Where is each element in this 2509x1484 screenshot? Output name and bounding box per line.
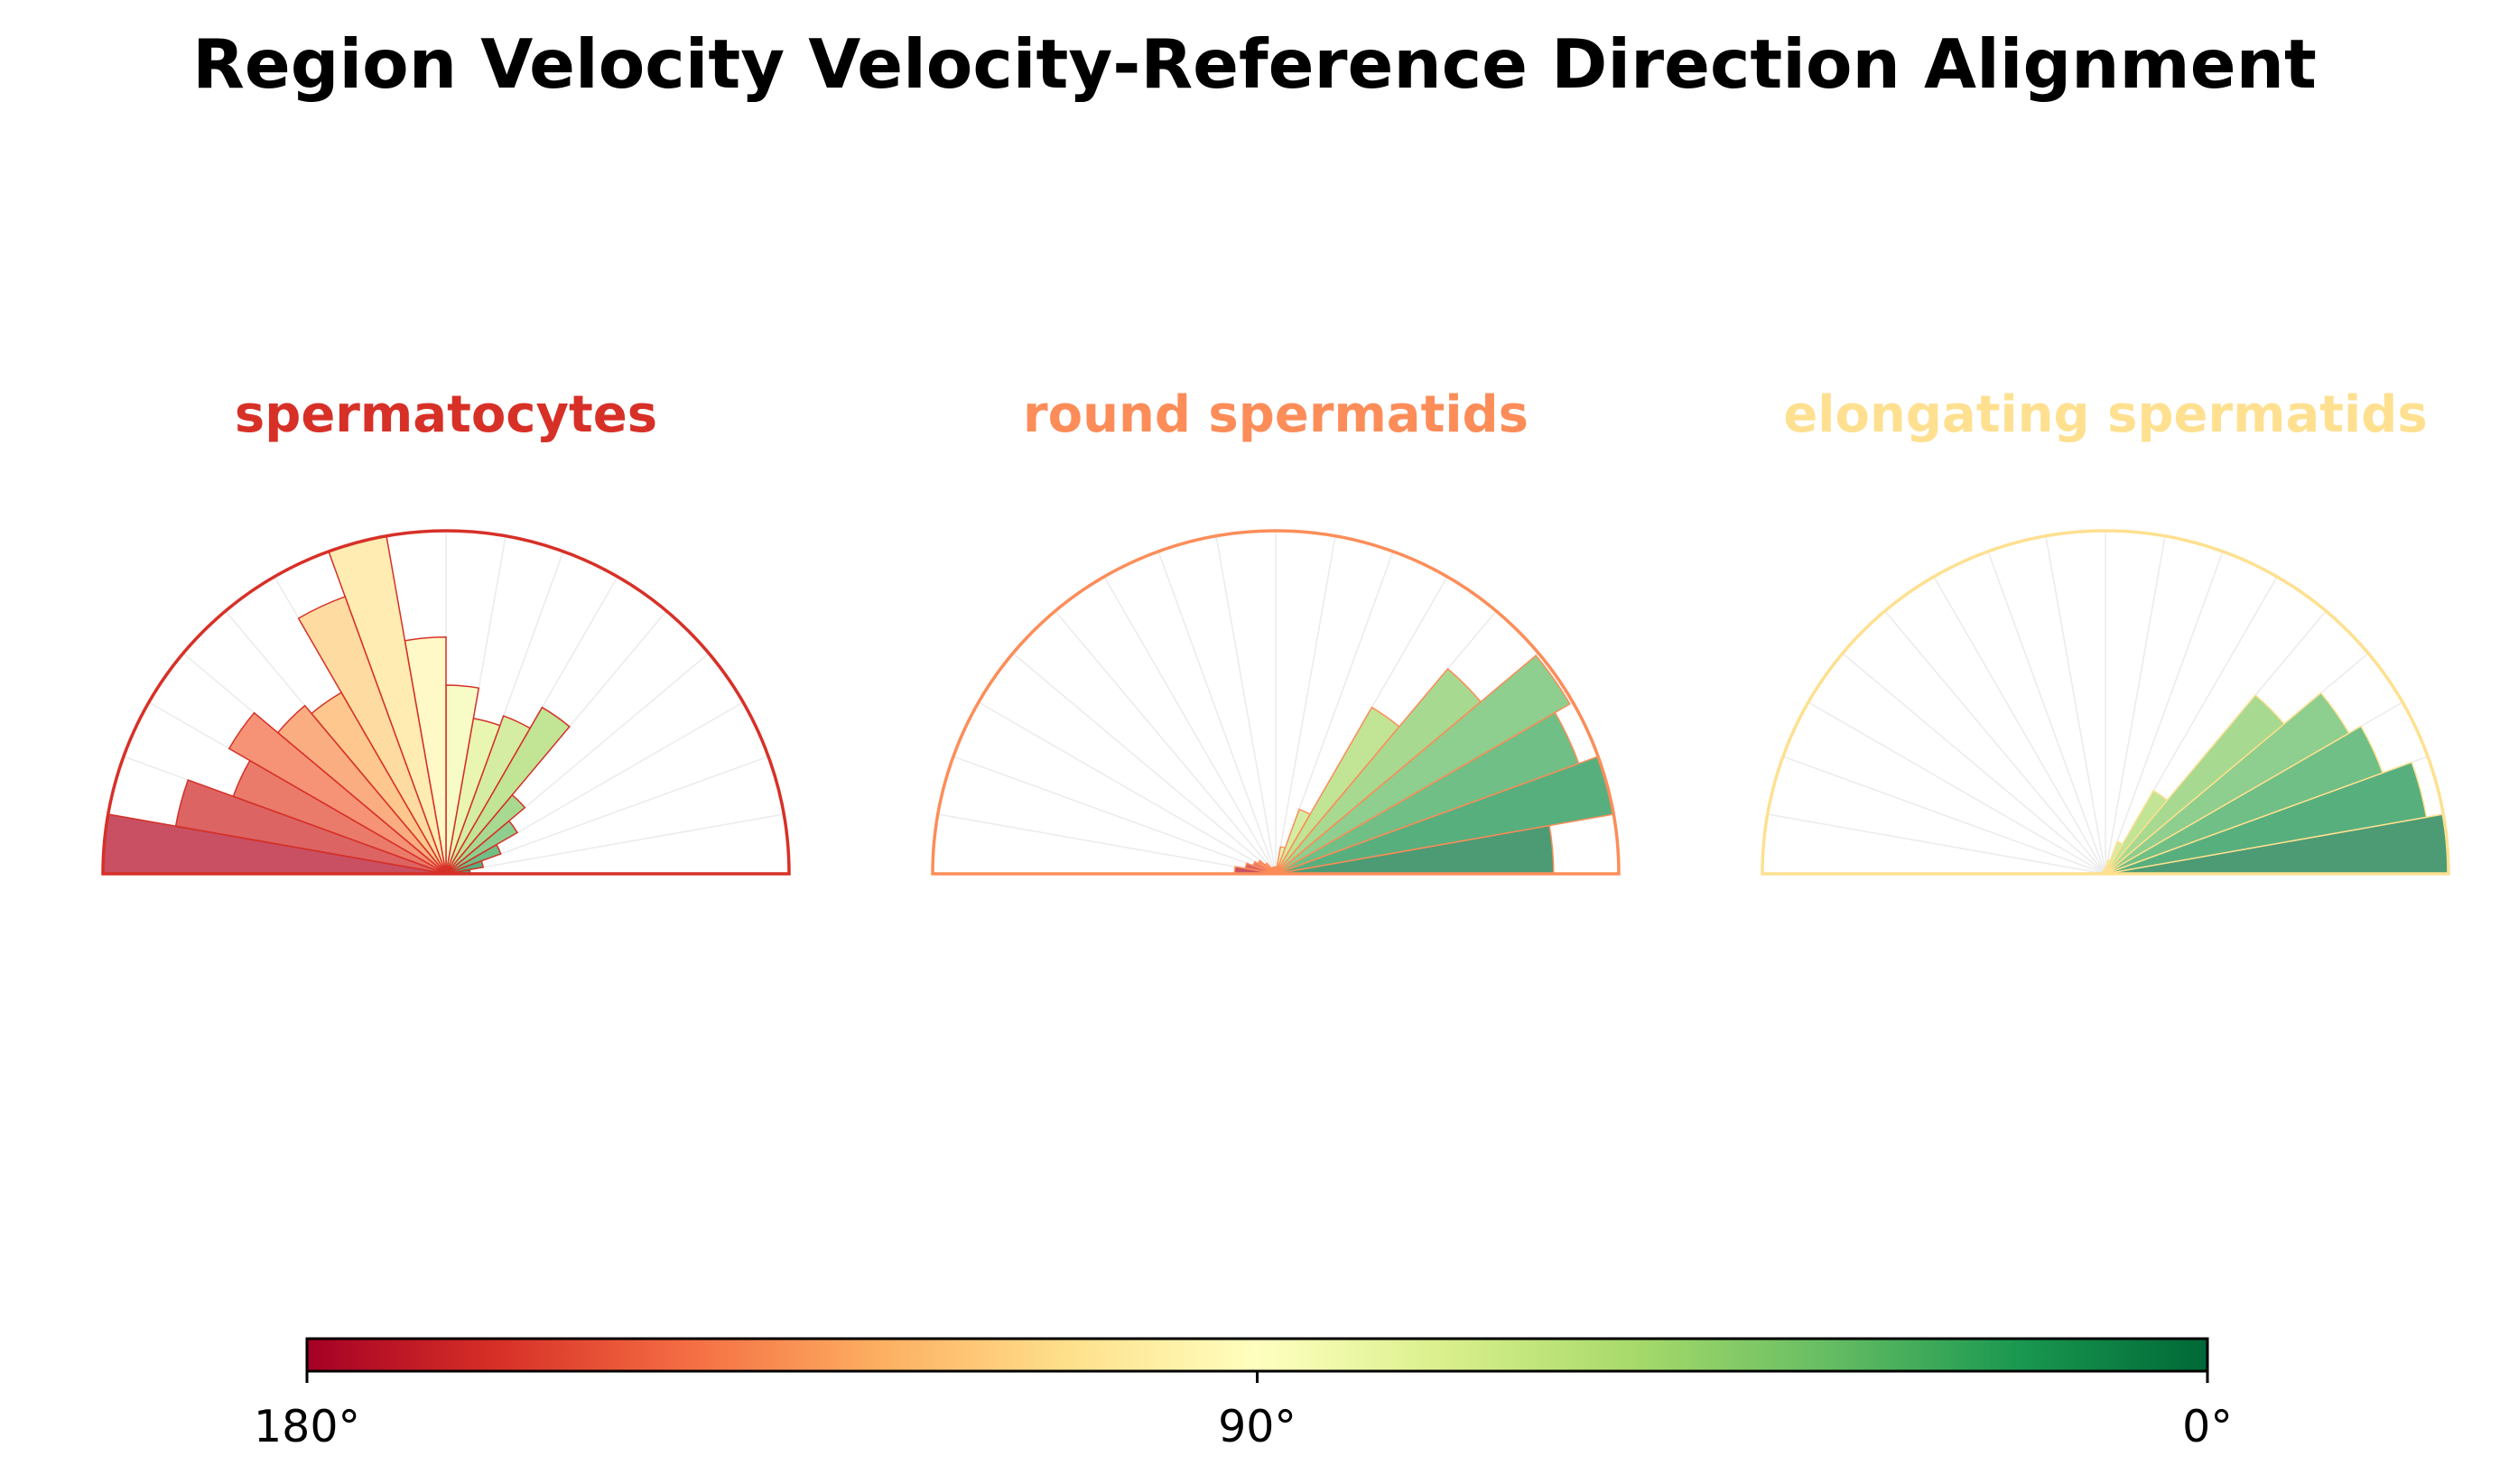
bar	[2105, 761, 2428, 875]
bar	[2105, 840, 2124, 875]
bar	[297, 595, 447, 875]
grid-spoke	[2045, 535, 2106, 875]
grid-spoke	[1933, 576, 2106, 875]
bar	[1275, 846, 1287, 875]
colorbar-tick-label: 90°	[1218, 1401, 1296, 1452]
bar	[445, 715, 532, 875]
grid-spoke	[1782, 756, 2106, 875]
grid-spoke	[1807, 701, 2106, 875]
grid-spoke	[937, 813, 1277, 875]
grid-spoke	[952, 756, 1277, 875]
bar	[2105, 693, 2286, 875]
grid-spoke	[2105, 551, 2224, 875]
grid-spoke	[1275, 535, 1336, 875]
grid-spoke	[1055, 610, 1277, 875]
grid-spoke	[1884, 610, 2106, 875]
bar	[445, 706, 571, 875]
panel-elongating-spermatids: elongating spermatids	[1761, 385, 2450, 876]
grid-spoke	[1842, 653, 2106, 875]
colorbar-gradient	[305, 1337, 2209, 1373]
panel-frame	[101, 529, 791, 876]
grid-spoke	[445, 813, 785, 875]
grid-spoke	[1103, 576, 1277, 875]
colorbar-tick-label: 0°	[2182, 1401, 2233, 1452]
bar	[1275, 667, 1482, 875]
grid-spoke	[2105, 535, 2166, 875]
bar	[228, 711, 447, 875]
panel-round-spermatids: round spermatids	[931, 385, 1621, 876]
chart-title: Region Velocity Velocity-Reference Direc…	[192, 24, 2317, 104]
grid-spoke	[1987, 551, 2106, 875]
bar	[1275, 654, 1571, 875]
polar-panels: spermatocytes round spermatids elongating …	[101, 385, 2450, 876]
grid-spoke	[978, 701, 1277, 875]
bar	[2105, 691, 2350, 875]
panel-frame	[931, 529, 1621, 876]
colorbar: 180° 90° 0°	[254, 1337, 2233, 1452]
grid-spoke	[1012, 653, 1277, 875]
panel-spermatocytes: spermatocytes	[101, 385, 791, 876]
panel-frame	[1761, 529, 2450, 876]
panel-title: elongating spermatids	[1783, 385, 2427, 444]
bar	[2105, 789, 2169, 875]
grid-spoke	[1767, 813, 2106, 875]
bar	[2105, 725, 2384, 875]
grid-spoke	[1215, 535, 1277, 875]
panel-title: round spermatids	[1023, 385, 1529, 444]
grid-spoke	[1157, 551, 1277, 875]
panel-title: spermatocytes	[235, 385, 657, 444]
bar	[1275, 706, 1400, 875]
colorbar-tick-label: 180°	[254, 1401, 360, 1452]
bar	[1275, 808, 1312, 875]
